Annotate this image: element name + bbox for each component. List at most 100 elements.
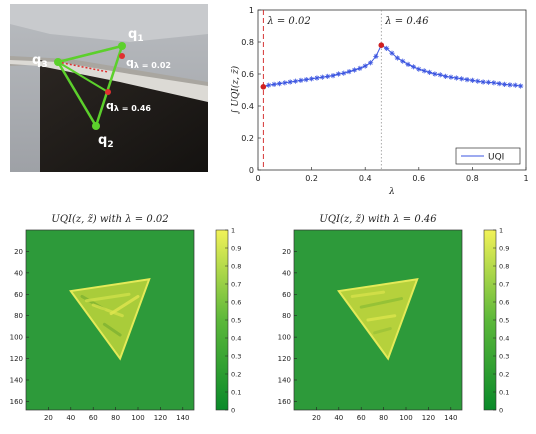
uqi-data-point [501,81,508,87]
label-q3: q3 [32,53,48,70]
y-tick-label: 0.2 [241,134,254,143]
label-q-002: qλ = 0.02 [126,56,171,70]
highlight-marker [260,84,267,90]
heatmap-y-tick-label: 140 [278,377,291,385]
heatmap-x-tick-label: 20 [44,414,53,422]
red-dotted-line [57,61,109,73]
annotation-lambda-046: λ = 0.46 [384,16,429,27]
heatmap-right-svg: UQI(z, z̃) with λ = 0.46 20 40 60 80 100 120 14… [278,214,510,422]
triangle-texture [91,303,124,318]
heatmap-title: UQI(z, z̃) with λ = 0.46 [319,214,437,225]
colorbar-tick-label: 1 [231,227,235,235]
y-tick-label: 0.6 [241,70,254,79]
colorbar-tick-label: 0.3 [499,353,509,361]
colorbar-tick-label: 0.6 [499,299,509,307]
uqi-data-point [282,80,288,86]
uqi-data-point [314,75,320,81]
x-tick-label: 0.4 [359,174,372,183]
uqi-data-point [491,80,497,86]
heatmap-x-tick-label: 40 [66,414,75,422]
uqi-data-point [453,75,459,81]
uqi-data-point [394,55,400,61]
label-q2: q2 [98,133,114,150]
colorbar-tick-label: 0.6 [231,299,241,307]
x-tick-label: 0.8 [466,174,479,183]
point-q-002 [119,53,125,59]
colorbar-tick-label: 0.9 [499,245,509,253]
heatmap-right-panel: UQI(z, z̃) with λ = 0.46 20 40 60 80 100 120 14… [268,210,536,430]
colorbar-tick-label: 0 [231,407,235,415]
colorbar-tick-label: 0.9 [231,245,241,253]
uqi-data-point [266,82,272,88]
uqi-data-point [416,66,422,72]
uqi-data-point [389,50,395,56]
colorbar-tick-label: 0.3 [231,353,241,361]
uqi-data-point [346,69,352,75]
heatmap-x-tick-label: 80 [111,414,120,422]
uqi-data-point [464,77,470,83]
heatmap-y-tick-label: 80 [14,312,23,320]
heatmap-y-tick-label: 120 [278,355,291,363]
uqi-data-point [309,76,315,82]
triangle-edge-32 [56,61,98,127]
heatmap-x-tick-label: 60 [357,414,366,422]
heatmap-y-tick-label: 140 [10,377,23,385]
legend-label: UQI [488,153,504,163]
line-chart-svg: 0 0.2 0.4 0.6 0.8 1 0 0.2 0.4 0.6 0.8 1 λ ∫ UQI(z, z̃… [230,6,529,197]
triangle-texture [109,294,140,316]
photo-illustration: q3 q1 q2 qλ = 0.02 qλ = 0.46 [10,4,208,172]
y-tick-label: 0.8 [241,38,254,47]
uqi-data-point [496,81,502,87]
uqi-data-point [459,76,465,82]
photo-panel: q3 q1 q2 qλ = 0.02 qλ = 0.46 [10,4,208,172]
triangle-edge-12 [94,45,124,127]
colorbar-tick-label: 0.8 [499,263,509,271]
legend-box [455,147,521,165]
plot-area [257,9,527,171]
colorbar-tick-label: 0.7 [499,281,509,289]
uqi-data-point [469,77,475,83]
heatmap-y-tick-label: 60 [282,291,291,299]
x-tick-label: 0.2 [305,174,318,183]
colorbar-tick-label: 0.4 [499,335,509,343]
uqi-data-point [351,67,358,73]
uqi-data-point [518,83,524,89]
heatmap-y-tick-label: 40 [282,269,291,277]
highlight-marker [378,42,385,48]
uqi-data-point [303,77,309,83]
triangle-texture [84,292,131,303]
heatmap-y-tick-label: 20 [14,248,23,256]
point-q3 [54,58,62,66]
uqi-data-point [367,60,374,66]
uqi-data-point [330,73,336,79]
x-tick-label: 1 [523,174,528,183]
heatmap-x-tick-label: 140 [176,414,189,422]
y-tick-label: 1 [249,6,254,15]
uqi-data-point [362,63,368,69]
heatmap-x-tick-label: 20 [312,414,321,422]
uqi-data-point [426,69,433,75]
point-q-046 [105,89,111,95]
uqi-data-point [475,78,481,84]
uqi-data-point [400,58,406,64]
heatmap-x-tick-label: 100 [399,414,412,422]
heatmap-frame [293,229,463,411]
x-tick-label: 0 [255,174,260,183]
heatmap-x-tick-label: 140 [444,414,457,422]
triangle-inner-line [57,61,109,93]
heatmap-x-tick-label: 80 [379,414,388,422]
uqi-data-point [335,71,341,77]
uqi-data-point [276,81,283,87]
heatmap-y-tick-label: 80 [282,312,291,320]
heatmap-y-tick-label: 160 [278,398,291,406]
uqi-data-point [512,82,518,88]
heatmap-x-tick-label: 120 [422,414,435,422]
colorbar-tick-label: 0.1 [499,389,509,397]
uqi-data-point [287,79,293,85]
heatmap-x-tick-label: 60 [89,414,98,422]
uqi-data-point [341,70,347,76]
uqi-line-chart: 0 0.2 0.4 0.6 0.8 1 0 0.2 0.4 0.6 0.8 1 λ ∫ UQI(z, z̃… [228,4,534,197]
heatmap-y-tick-label: 100 [278,334,291,342]
triangle-texture [359,297,404,309]
colorbar-tick-label: 0.2 [499,371,509,379]
